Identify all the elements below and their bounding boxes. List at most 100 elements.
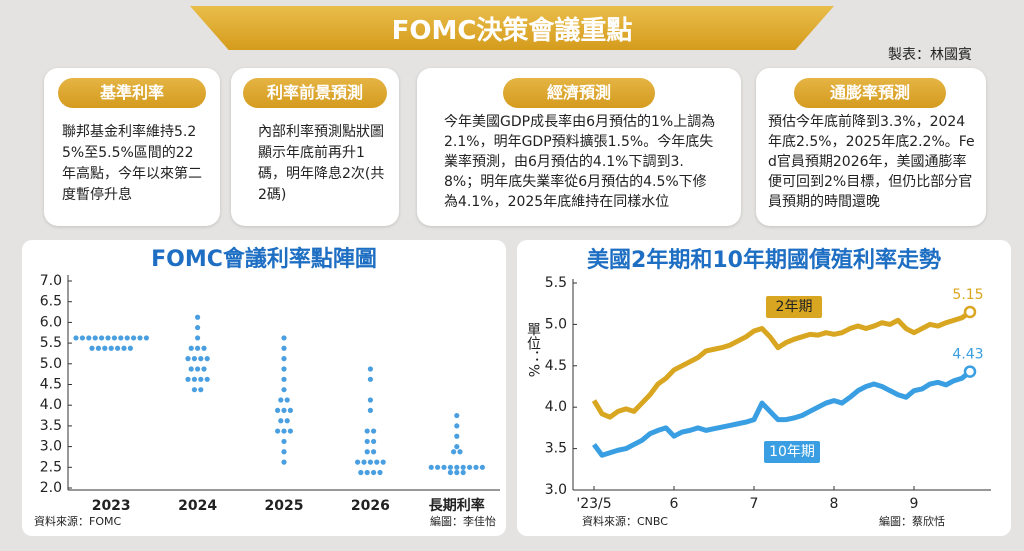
dot xyxy=(367,376,373,382)
dot xyxy=(364,469,370,476)
x-tick-label: 2026 xyxy=(351,498,390,514)
dot xyxy=(361,459,367,465)
series-line xyxy=(591,309,972,420)
dot xyxy=(364,428,370,434)
dot xyxy=(185,356,191,362)
dot xyxy=(195,314,201,320)
legend-label: 2年期 xyxy=(776,299,813,315)
dot xyxy=(281,407,287,413)
dot xyxy=(124,335,130,341)
y-tick-label: 2.5 xyxy=(40,459,62,475)
dot xyxy=(364,438,370,445)
dot xyxy=(281,376,287,382)
dot xyxy=(281,438,287,445)
dot xyxy=(99,335,105,341)
dot xyxy=(454,433,460,439)
dot xyxy=(454,469,460,476)
dot xyxy=(447,464,453,470)
card-title: 通膨率預測 xyxy=(794,78,946,108)
y-tick-label: 4.0 xyxy=(545,399,567,415)
y-tick-label: 3.0 xyxy=(40,439,62,455)
x-tick-label: 長期利率 xyxy=(429,497,485,514)
dot xyxy=(473,464,479,470)
dot xyxy=(73,335,79,341)
dot xyxy=(358,469,364,476)
chart-panel xyxy=(22,240,506,536)
dot xyxy=(374,459,380,465)
credit: 編圖：李佳怡 xyxy=(430,514,496,528)
dot xyxy=(86,335,92,341)
y-tick-label: 4.5 xyxy=(545,358,567,374)
data-label: 4.43 xyxy=(952,347,983,363)
y-axis-label: 單位：% xyxy=(525,322,541,377)
dot xyxy=(281,335,287,341)
dot xyxy=(371,438,377,445)
x-tick-label: '23/5 xyxy=(576,496,611,512)
chart-panel xyxy=(517,240,1011,536)
dot xyxy=(131,335,137,341)
dot xyxy=(191,387,197,393)
dot xyxy=(108,345,114,351)
y-tick-label: 2.0 xyxy=(40,480,62,496)
dot xyxy=(479,464,485,470)
card-title: 基準利率 xyxy=(58,78,206,108)
y-tick-label: 5.0 xyxy=(40,356,62,372)
dot xyxy=(364,449,370,455)
end-point xyxy=(963,305,977,319)
page-title: FOMC決策會議重點 xyxy=(391,16,633,46)
x-tick-label: 7 xyxy=(750,496,759,512)
dot xyxy=(367,397,373,403)
legend-box xyxy=(764,441,820,463)
x-tick-label: 2025 xyxy=(265,498,304,514)
dot xyxy=(105,335,111,341)
dot xyxy=(275,407,281,413)
dot xyxy=(201,366,207,372)
dot xyxy=(275,428,281,434)
dot xyxy=(195,345,201,351)
card-body: 內部利率預測點狀圖顯示年底前再升1碼，明年降息2次(共2碼) xyxy=(258,124,385,203)
dot xyxy=(198,376,204,382)
dot xyxy=(284,397,290,403)
dot xyxy=(371,428,377,434)
y-tick-label: 5.0 xyxy=(545,316,567,332)
dot xyxy=(454,412,460,419)
credit: 編圖：蔡欣恬 xyxy=(879,514,945,528)
dot xyxy=(447,469,453,476)
y-tick-label: 6.0 xyxy=(40,314,62,330)
dot xyxy=(281,428,287,434)
y-tick-label: 4.5 xyxy=(40,377,62,393)
dot xyxy=(191,356,197,362)
source: 資料來源：FOMC xyxy=(34,514,121,528)
dot xyxy=(278,418,284,424)
legend-box xyxy=(766,296,822,318)
dot xyxy=(281,449,287,455)
dot xyxy=(95,345,101,351)
card-body: 預估今年底前降到3.3%，2024年底2.5%，2025年底2.2%。Fed官員… xyxy=(768,114,975,210)
source: 資料來源：CNBC xyxy=(582,514,668,528)
dot xyxy=(111,335,117,341)
dot xyxy=(284,418,290,424)
card-body: 今年美國GDP成長率由6月預估的1%上調為2.1%，明年GDP預料擴張1.5%。… xyxy=(444,114,716,210)
x-tick-label: 6 xyxy=(670,496,679,512)
dot xyxy=(287,407,293,413)
y-tick-label: 3.0 xyxy=(545,482,567,498)
y-tick-label: 3.5 xyxy=(545,441,567,457)
dot xyxy=(92,335,98,341)
end-point xyxy=(963,365,977,378)
dot xyxy=(201,345,207,351)
dot xyxy=(115,345,121,351)
card-body: 聯邦基金利率維持5.25%至5.5%區間的22年高點，今年以來第二度暫停升息 xyxy=(62,124,202,203)
dot xyxy=(195,366,201,372)
dot xyxy=(371,469,377,476)
chart-title: FOMC會議利率點陣圖 xyxy=(151,246,377,272)
x-tick-label: 8 xyxy=(830,496,839,512)
dot xyxy=(281,387,287,393)
dot xyxy=(367,407,373,413)
dot xyxy=(377,469,383,476)
y-tick-label: 5.5 xyxy=(545,275,567,291)
dot xyxy=(278,397,284,403)
card-title: 利率前景預測 xyxy=(243,78,387,108)
y-tick-label: 3.5 xyxy=(40,418,62,434)
